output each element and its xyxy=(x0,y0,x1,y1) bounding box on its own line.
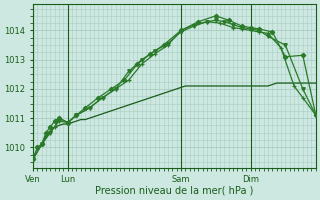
X-axis label: Pression niveau de la mer( hPa ): Pression niveau de la mer( hPa ) xyxy=(95,186,253,196)
